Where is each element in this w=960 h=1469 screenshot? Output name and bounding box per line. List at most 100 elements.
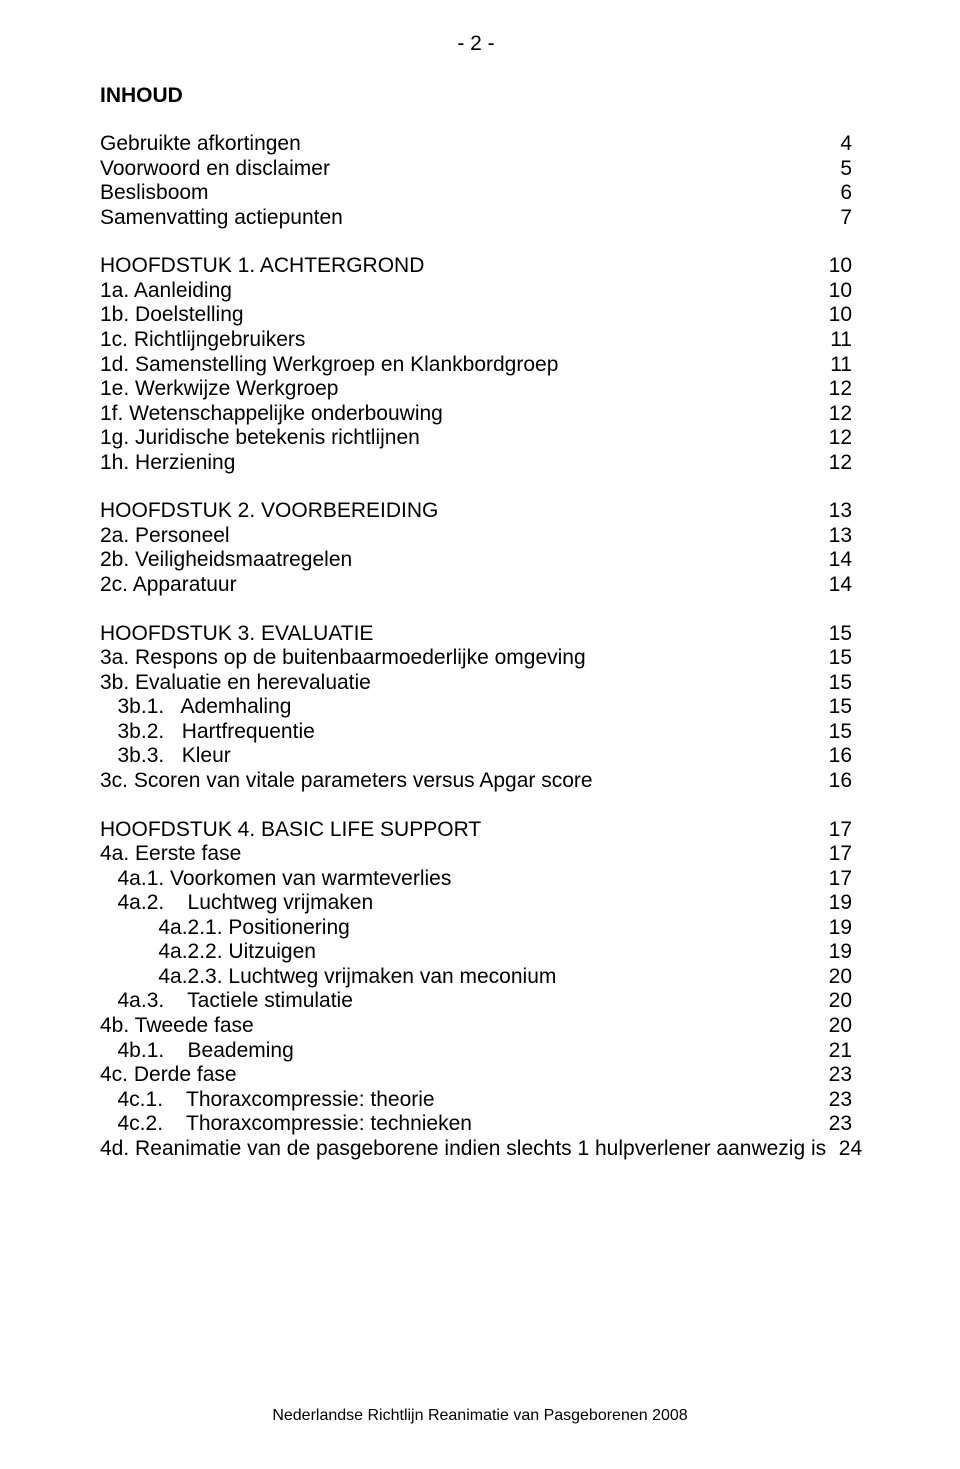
toc-row: Voorwoord en disclaimer5 bbox=[100, 157, 852, 182]
toc-row: 1c. Richtlijngebruikers11 bbox=[100, 328, 852, 353]
toc-entry-label: 3a. Respons op de buitenbaarmoederlijke … bbox=[100, 646, 816, 671]
toc-row: 1a. Aanleiding10 bbox=[100, 279, 852, 304]
toc-entry-label: 4c.2. Thoraxcompressie: technieken bbox=[100, 1112, 816, 1137]
toc-row: 4c.2. Thoraxcompressie: technieken23 bbox=[100, 1112, 852, 1137]
toc-row: Samenvatting actiepunten7 bbox=[100, 206, 852, 231]
toc-chapter-4: HOOFDSTUK 4. BASIC LIFE SUPPORT174a. Eer… bbox=[100, 818, 852, 1162]
toc-entry-page: 16 bbox=[816, 744, 852, 769]
toc-entry-page: 23 bbox=[816, 1088, 852, 1113]
toc-entry-page: 15 bbox=[816, 695, 852, 720]
document-page: - 2 - INHOUD Gebruikte afkortingen4Voorw… bbox=[0, 0, 960, 1469]
page-number: - 2 - bbox=[100, 32, 852, 56]
toc-entry-page: 20 bbox=[816, 1014, 852, 1039]
toc-entry-label: 4c.1. Thoraxcompressie: theorie bbox=[100, 1088, 816, 1113]
toc-entry-label: 4b. Tweede fase bbox=[100, 1014, 816, 1039]
toc-entry-label: 1d. Samenstelling Werkgroep en Klankbord… bbox=[100, 353, 816, 378]
toc-entry-label: 4a.1. Voorkomen van warmteverlies bbox=[100, 867, 816, 892]
toc-entry-page: 13 bbox=[816, 524, 852, 549]
toc-entry-label: 4a.2.2. Uitzuigen bbox=[100, 940, 816, 965]
table-of-contents: Gebruikte afkortingen4Voorwoord en discl… bbox=[100, 132, 852, 1161]
toc-entry-page: 17 bbox=[816, 842, 852, 867]
toc-row: 2c. Apparatuur14 bbox=[100, 573, 852, 598]
toc-entry-label: Voorwoord en disclaimer bbox=[100, 157, 816, 182]
toc-entry-page: 12 bbox=[816, 377, 852, 402]
toc-row: 4b.1. Beademing21 bbox=[100, 1039, 852, 1064]
toc-row: 1h. Herziening12 bbox=[100, 451, 852, 476]
toc-row: 4b. Tweede fase20 bbox=[100, 1014, 852, 1039]
toc-entry-page: 10 bbox=[816, 279, 852, 304]
toc-entry-page: 14 bbox=[816, 548, 852, 573]
toc-row: Gebruikte afkortingen4 bbox=[100, 132, 852, 157]
toc-entry-page: 6 bbox=[816, 181, 852, 206]
toc-intro-group: Gebruikte afkortingen4Voorwoord en discl… bbox=[100, 132, 852, 230]
toc-row: 1g. Juridische betekenis richtlijnen12 bbox=[100, 426, 852, 451]
toc-entry-label: HOOFDSTUK 4. BASIC LIFE SUPPORT bbox=[100, 818, 816, 843]
toc-entry-page: 5 bbox=[816, 157, 852, 182]
toc-row: HOOFDSTUK 3. EVALUATIE15 bbox=[100, 622, 852, 647]
toc-row: 4a.2. Luchtweg vrijmaken19 bbox=[100, 891, 852, 916]
toc-entry-page: 13 bbox=[816, 499, 852, 524]
toc-row: 4c.1. Thoraxcompressie: theorie23 bbox=[100, 1088, 852, 1113]
toc-entry-page: 16 bbox=[816, 769, 852, 794]
toc-entry-page: 15 bbox=[816, 622, 852, 647]
toc-entry-page: 17 bbox=[816, 818, 852, 843]
toc-row: Beslisboom6 bbox=[100, 181, 852, 206]
toc-entry-page: 12 bbox=[816, 402, 852, 427]
toc-entry-label: HOOFDSTUK 3. EVALUATIE bbox=[100, 622, 816, 647]
toc-entry-page: 15 bbox=[816, 646, 852, 671]
toc-entry-page: 10 bbox=[816, 254, 852, 279]
toc-entry-label: HOOFDSTUK 2. VOORBEREIDING bbox=[100, 499, 816, 524]
toc-entry-label: 1e. Werkwijze Werkgroep bbox=[100, 377, 816, 402]
toc-entry-page: 23 bbox=[816, 1112, 852, 1137]
toc-entry-label: 4a. Eerste fase bbox=[100, 842, 816, 867]
toc-entry-label: Samenvatting actiepunten bbox=[100, 206, 816, 231]
toc-entry-label: 1a. Aanleiding bbox=[100, 279, 816, 304]
toc-row: 2a. Personeel13 bbox=[100, 524, 852, 549]
toc-entry-page: 15 bbox=[816, 720, 852, 745]
toc-entry-label: HOOFDSTUK 1. ACHTERGROND bbox=[100, 254, 816, 279]
toc-entry-label: 4d. Reanimatie van de pasgeborene indien… bbox=[100, 1137, 826, 1162]
toc-entry-page: 23 bbox=[816, 1063, 852, 1088]
toc-chapter-3: HOOFDSTUK 3. EVALUATIE153a. Respons op d… bbox=[100, 622, 852, 794]
toc-entry-label: 4a.3. Tactiele stimulatie bbox=[100, 989, 816, 1014]
toc-entry-page: 11 bbox=[816, 353, 852, 378]
toc-chapter-2: HOOFDSTUK 2. VOORBEREIDING132a. Personee… bbox=[100, 499, 852, 597]
toc-entry-page: 21 bbox=[816, 1039, 852, 1064]
toc-entry-label: 3b.3. Kleur bbox=[100, 744, 816, 769]
toc-row: 3c. Scoren van vitale parameters versus … bbox=[100, 769, 852, 794]
toc-row: 3b. Evaluatie en herevaluatie15 bbox=[100, 671, 852, 696]
toc-entry-page: 17 bbox=[816, 867, 852, 892]
toc-row: 4a.2.3. Luchtweg vrijmaken van meconium2… bbox=[100, 965, 852, 990]
toc-entry-label: 3b.1. Ademhaling bbox=[100, 695, 816, 720]
toc-chapter-1: HOOFDSTUK 1. ACHTERGROND101a. Aanleiding… bbox=[100, 254, 852, 475]
toc-entry-label: 3b.2. Hartfrequentie bbox=[100, 720, 816, 745]
toc-row: 4a.2.2. Uitzuigen19 bbox=[100, 940, 852, 965]
toc-entry-label: 4a.2.1. Positionering bbox=[100, 916, 816, 941]
toc-entry-label: 4a.2. Luchtweg vrijmaken bbox=[100, 891, 816, 916]
toc-entry-label: 1f. Wetenschappelijke onderbouwing bbox=[100, 402, 816, 427]
toc-heading: INHOUD bbox=[100, 84, 852, 108]
toc-entry-label: 3c. Scoren van vitale parameters versus … bbox=[100, 769, 816, 794]
page-footer: Nederlandse Richtlijn Reanimatie van Pas… bbox=[0, 1407, 960, 1425]
toc-row: 1e. Werkwijze Werkgroep12 bbox=[100, 377, 852, 402]
toc-row: HOOFDSTUK 2. VOORBEREIDING13 bbox=[100, 499, 852, 524]
toc-row: 4d. Reanimatie van de pasgeborene indien… bbox=[100, 1137, 852, 1162]
toc-row: HOOFDSTUK 1. ACHTERGROND10 bbox=[100, 254, 852, 279]
toc-entry-label: 4a.2.3. Luchtweg vrijmaken van meconium bbox=[100, 965, 816, 990]
toc-entry-label: 4c. Derde fase bbox=[100, 1063, 816, 1088]
toc-row: 4a.1. Voorkomen van warmteverlies17 bbox=[100, 867, 852, 892]
toc-entry-label: 1b. Doelstelling bbox=[100, 303, 816, 328]
toc-entry-page: 7 bbox=[816, 206, 852, 231]
toc-entry-label: 1c. Richtlijngebruikers bbox=[100, 328, 816, 353]
toc-entry-label: 2c. Apparatuur bbox=[100, 573, 816, 598]
toc-entry-page: 11 bbox=[816, 328, 852, 353]
toc-row: 4a. Eerste fase17 bbox=[100, 842, 852, 867]
toc-entry-label: 3b. Evaluatie en herevaluatie bbox=[100, 671, 816, 696]
toc-row: 3a. Respons op de buitenbaarmoederlijke … bbox=[100, 646, 852, 671]
toc-entry-label: 1g. Juridische betekenis richtlijnen bbox=[100, 426, 816, 451]
toc-row: HOOFDSTUK 4. BASIC LIFE SUPPORT17 bbox=[100, 818, 852, 843]
toc-row: 1f. Wetenschappelijke onderbouwing12 bbox=[100, 402, 852, 427]
toc-row: 1d. Samenstelling Werkgroep en Klankbord… bbox=[100, 353, 852, 378]
toc-entry-page: 12 bbox=[816, 451, 852, 476]
toc-row: 3b.2. Hartfrequentie15 bbox=[100, 720, 852, 745]
